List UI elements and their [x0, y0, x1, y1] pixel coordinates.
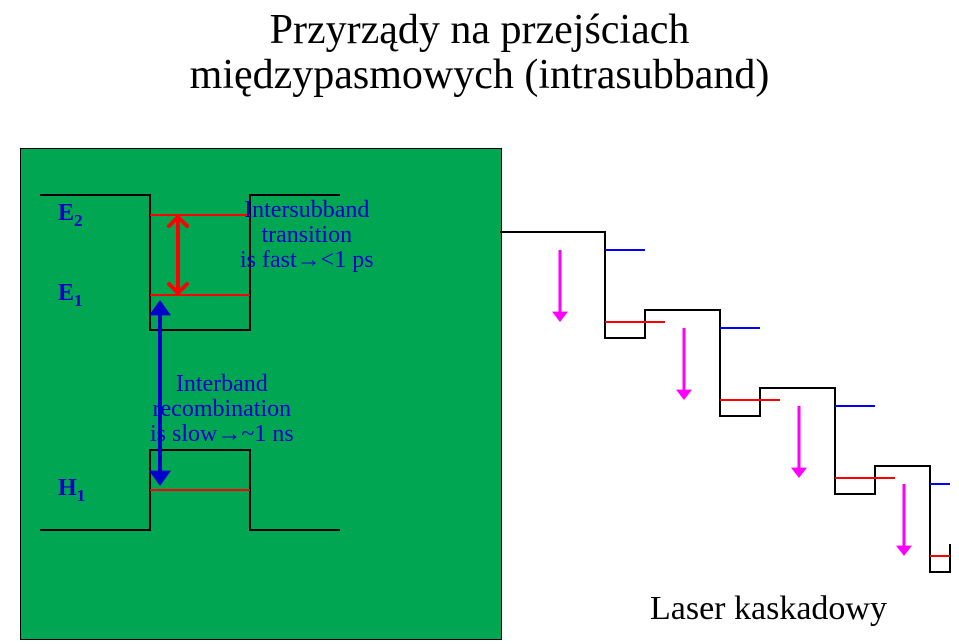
slide-root: Przyrządy na przejściach międzypasmowych…	[0, 0, 959, 644]
intersubband-line-2: transition	[240, 223, 374, 248]
level-label-e2-sub: 2	[74, 211, 83, 230]
level-label-h1-sub: 1	[77, 486, 86, 505]
intersubband-line-1: Intersubband	[240, 198, 374, 223]
interband-line-3: is slow→~1 ns	[150, 422, 294, 447]
level-label-h1-text: H	[58, 475, 77, 501]
level-label-e2: E2	[58, 200, 83, 231]
intersubband-line-3: is fast→<1 ps	[240, 248, 374, 273]
cascade-caption: Laser kaskadowy	[650, 590, 887, 628]
interband-line-1: Interband	[150, 372, 294, 397]
level-label-e1-sub: 1	[74, 291, 83, 310]
level-label-e1-text: E	[58, 280, 74, 306]
level-label-e2-text: E	[58, 200, 74, 226]
level-label-e1: E1	[58, 280, 83, 311]
cascade-caption-text: Laser kaskadowy	[650, 590, 887, 627]
interband-line-2: recombination	[150, 397, 294, 422]
diagram-svg	[0, 0, 959, 644]
interband-annotation: Interband recombination is slow→~1 ns	[150, 372, 294, 448]
level-label-h1: H1	[58, 475, 85, 506]
intersubband-annotation: Intersubband transition is fast→<1 ps	[240, 198, 374, 274]
